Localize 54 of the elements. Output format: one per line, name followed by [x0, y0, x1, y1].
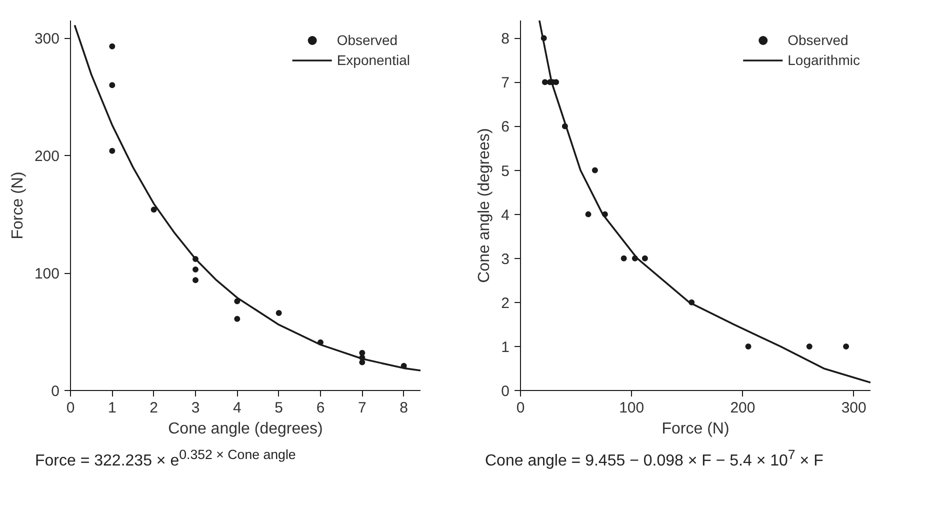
- y-tick-label: 2: [501, 294, 510, 312]
- y-tick-label: 200: [34, 148, 60, 166]
- x-tick-label: 4: [232, 400, 242, 416]
- x-tick-label: 2: [150, 400, 158, 416]
- legend-label: Observed: [788, 32, 848, 48]
- point: [620, 255, 627, 262]
- x-tick-label: 1: [108, 400, 116, 416]
- point: [642, 255, 648, 262]
- point: [109, 82, 116, 88]
- point: [192, 277, 198, 284]
- y-tick-label: 4: [501, 206, 510, 224]
- legend-label: Logarithmic: [788, 52, 860, 68]
- y-tick-label: 7: [501, 74, 510, 92]
- y-tick-label: 0: [501, 383, 510, 400]
- y-axis-title: Force (N): [9, 172, 26, 240]
- point: [592, 167, 598, 174]
- point: [806, 343, 812, 350]
- x-tick-label: 300: [841, 400, 866, 416]
- point: [150, 206, 157, 213]
- y-tick-label: 0: [51, 383, 60, 400]
- legend-label: Observed: [336, 32, 398, 48]
- x-axis-title: Cone angle (degrees): [168, 420, 323, 438]
- x-tick-label: 6: [316, 400, 325, 416]
- point: [234, 316, 240, 322]
- point: [192, 266, 198, 273]
- point: [585, 211, 592, 218]
- point: [542, 79, 548, 86]
- y-tick-label: 3: [501, 250, 510, 268]
- x-tick-label: 200: [730, 400, 756, 416]
- x-tick-label: 100: [619, 400, 644, 416]
- text: Force = 322.235 × e$^{0.352 × Cone angle}$: [35, 446, 296, 472]
- x-tick-label: 8: [400, 400, 408, 416]
- point: [109, 43, 116, 50]
- x-tick-label: 0: [516, 400, 525, 416]
- y-tick-label: 6: [501, 118, 510, 136]
- y-axis-title: Cone angle (degrees): [476, 128, 494, 283]
- y-tick-label: 300: [34, 30, 60, 48]
- x-tick-label: 0: [66, 400, 75, 416]
- point: [843, 343, 850, 350]
- x-axis-title: Force (N): [662, 420, 730, 438]
- legend-label: Exponential: [336, 52, 410, 68]
- point: [276, 310, 282, 316]
- point: [745, 343, 752, 350]
- y-tick-label: 8: [501, 30, 510, 48]
- x-tick-label: 3: [191, 400, 200, 416]
- line-series: [74, 24, 420, 372]
- y-tick-label: 5: [501, 162, 510, 180]
- text: Cone angle = 9.455 − 0.098 × F − 5.4 × 10$^{7}$ × F: [485, 446, 824, 472]
- x-tick-label: 7: [358, 400, 366, 416]
- point: [109, 148, 116, 154]
- x-tick-label: 5: [274, 400, 284, 416]
- y-tick-label: 1: [501, 338, 510, 356]
- line-series: [538, 20, 870, 384]
- y-tick-label: 100: [34, 266, 60, 283]
